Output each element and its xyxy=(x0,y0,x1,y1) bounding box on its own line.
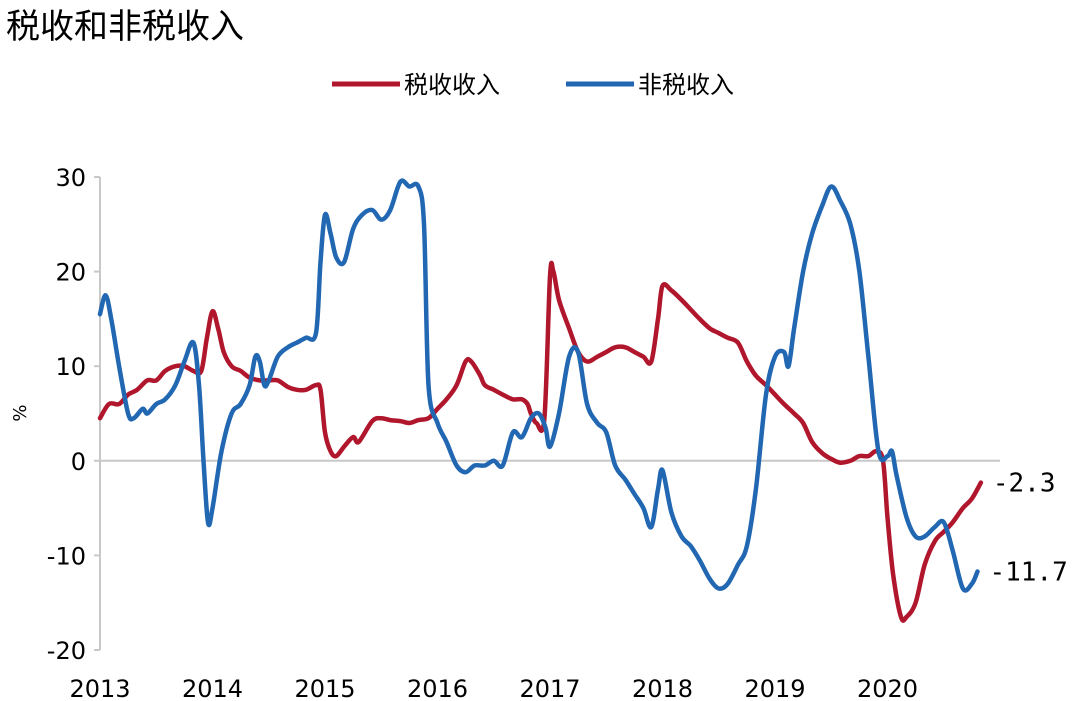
end-label-tax: -2.3 xyxy=(993,469,1056,499)
x-tick-labels: 2013 2014 2015 2016 2017 2018 2019 2020 xyxy=(69,675,918,701)
x-tick-label: 2018 xyxy=(632,675,693,701)
x-tick-label: 2019 xyxy=(744,675,805,701)
x-tick-label: 2020 xyxy=(857,675,918,701)
y-tick-label: -10 xyxy=(47,542,86,570)
x-tick-label: 2013 xyxy=(69,675,130,701)
x-tick-label: 2014 xyxy=(182,675,243,701)
series-line-nontax xyxy=(97,178,980,593)
end-label-nontax: -11.7 xyxy=(990,557,1068,587)
legend: 税收收入 非税收入 xyxy=(332,71,734,99)
y-tick-label: 20 xyxy=(55,259,86,287)
x-tick-label: 2017 xyxy=(519,675,580,701)
axes xyxy=(99,177,1000,650)
series-lines xyxy=(97,178,984,623)
x-tick-label: 2015 xyxy=(294,675,355,701)
series-line-tax xyxy=(97,260,984,623)
chart-title: 税收和非税收入 xyxy=(6,7,244,47)
end-labels: -2.3 -11.7 xyxy=(990,469,1068,588)
x-tick-label: 2016 xyxy=(407,675,468,701)
y-tick-label: -20 xyxy=(47,637,86,665)
y-tick-label: 10 xyxy=(55,353,86,381)
y-tick-label: 0 xyxy=(71,448,86,476)
y-tick-label: 30 xyxy=(55,164,86,192)
legend-label-tax: 税收收入 xyxy=(404,71,500,99)
y-tick-labels: 30 20 10 0 -10 -20 xyxy=(47,164,100,665)
legend-label-nontax: 非税收入 xyxy=(638,71,734,99)
y-axis-label: % xyxy=(10,404,31,421)
